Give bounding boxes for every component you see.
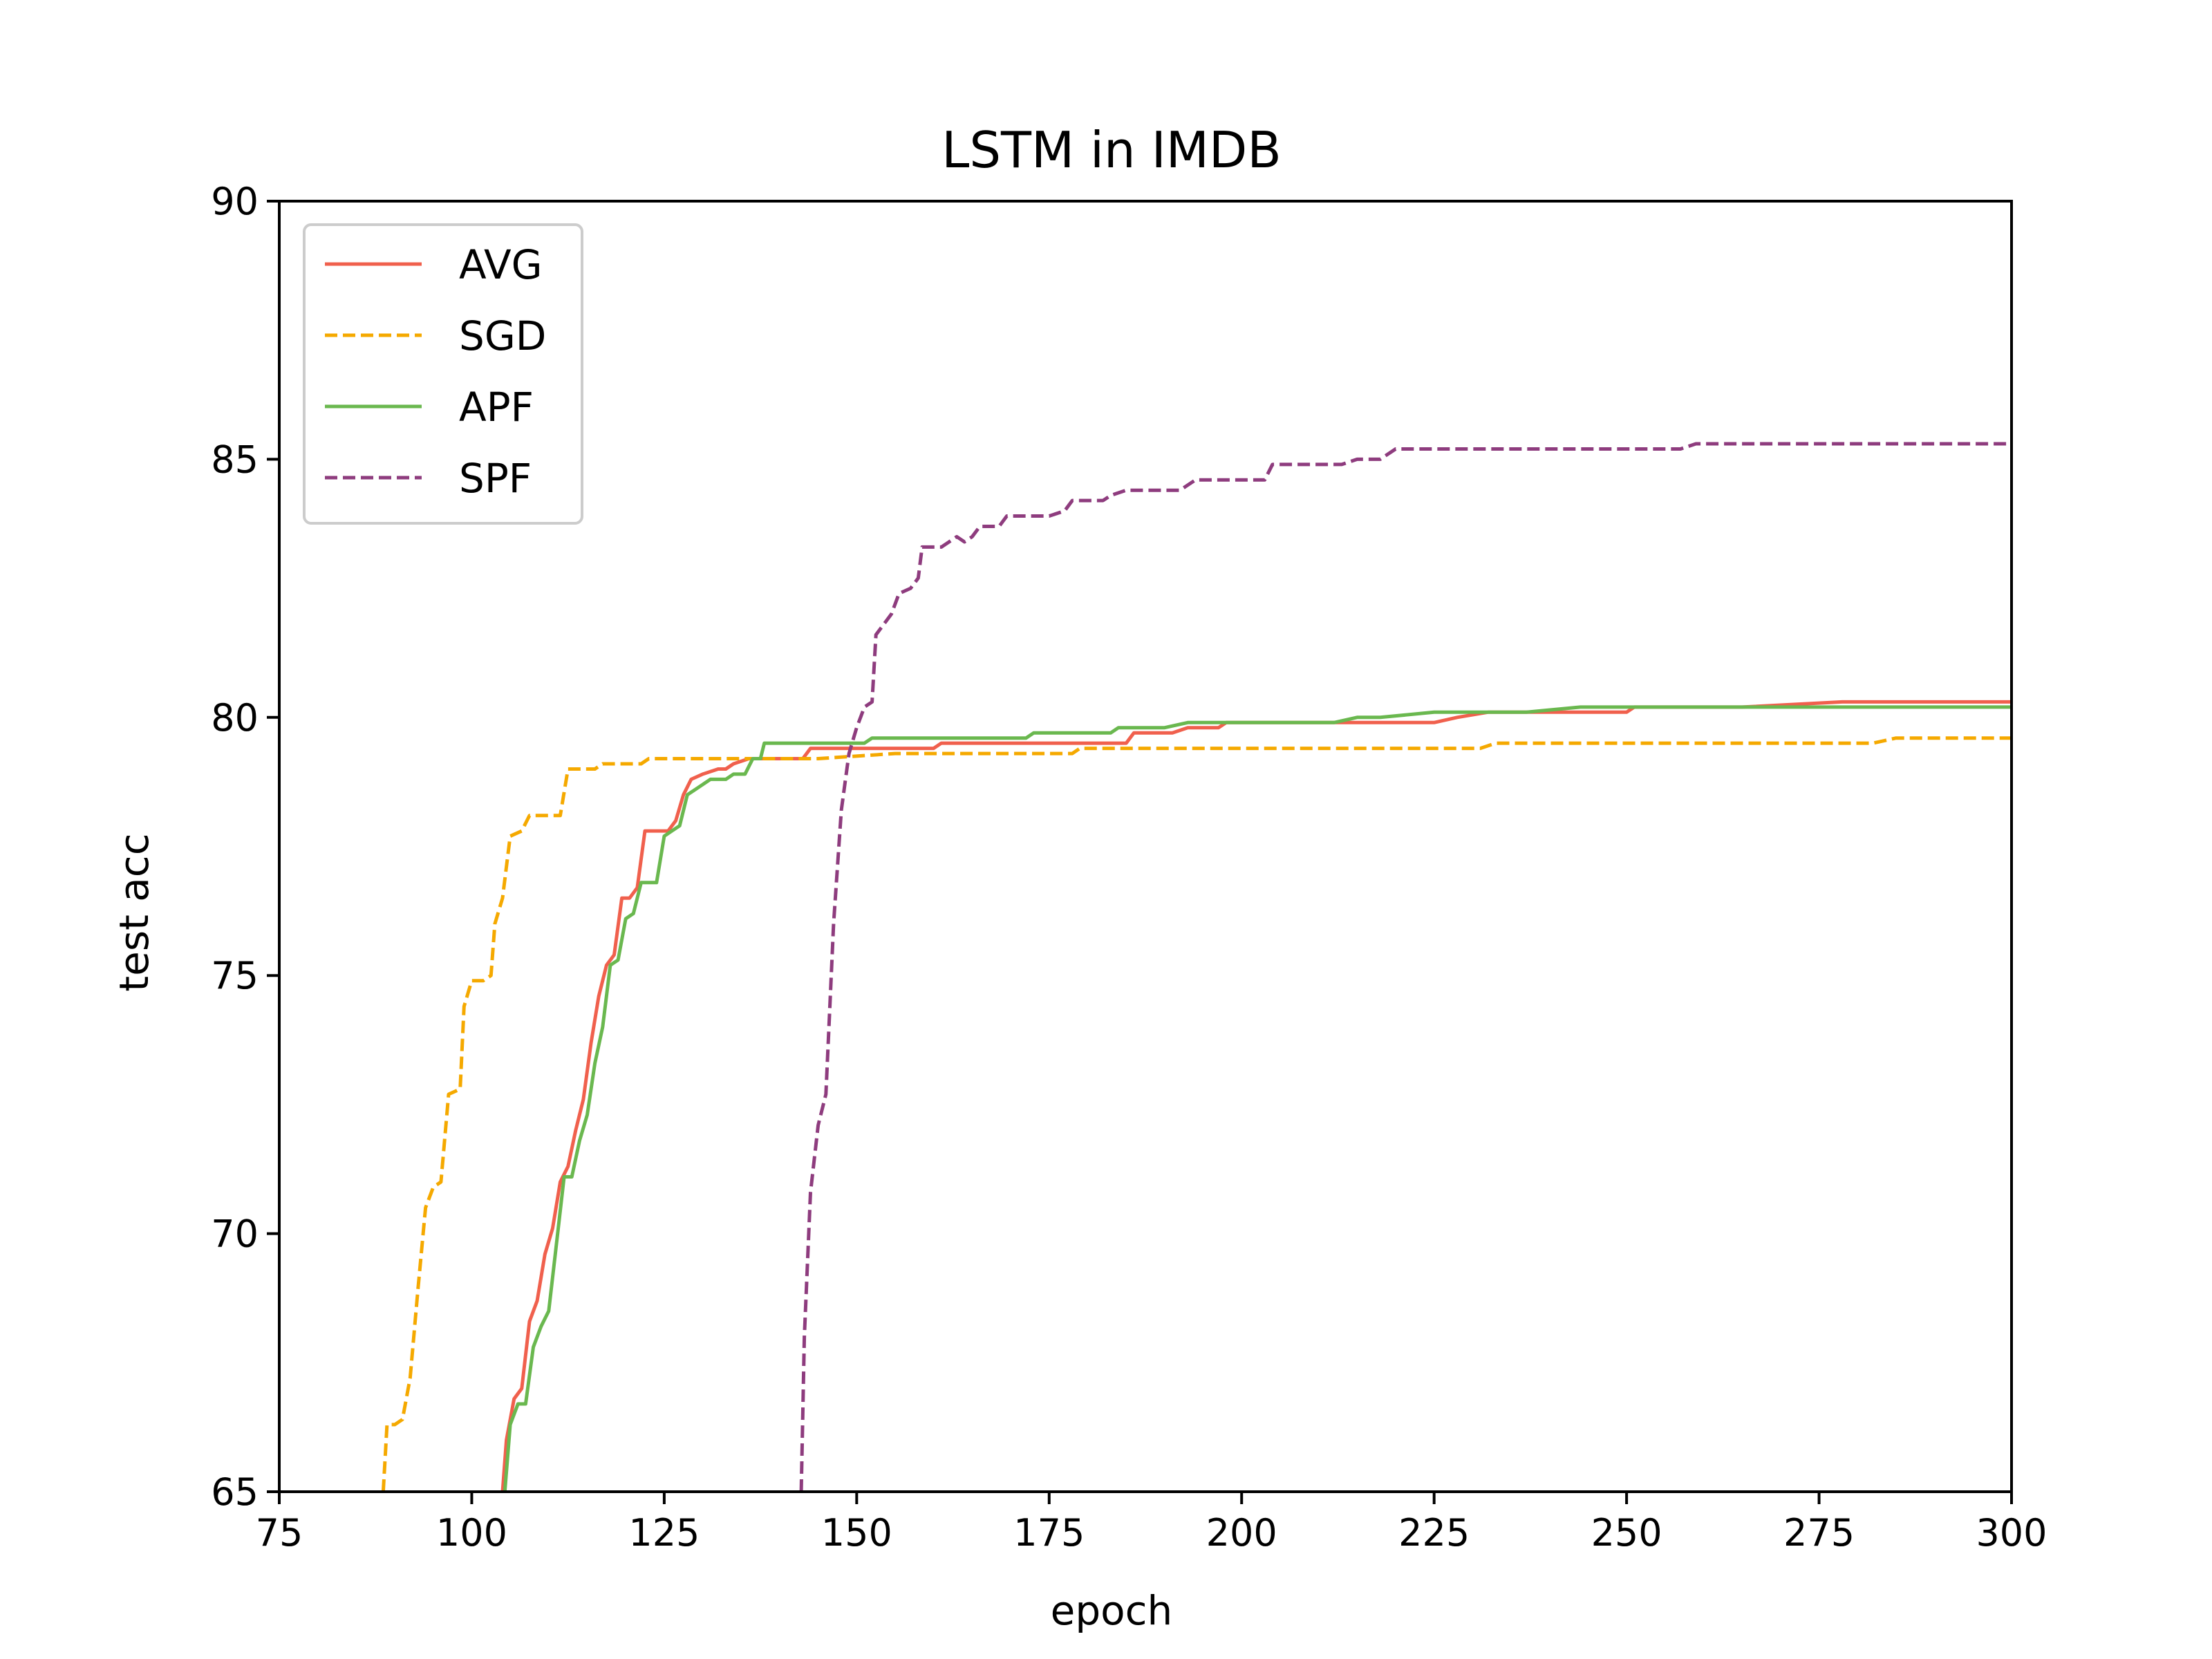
- x-tick-label: 300: [1976, 1511, 2047, 1555]
- series-line-sgd: [381, 736, 2012, 1492]
- x-tick-label: 275: [1783, 1511, 1855, 1555]
- x-tick-label: 100: [436, 1511, 507, 1555]
- y-tick-label: 90: [211, 180, 259, 223]
- y-axis-label: test acc: [111, 833, 158, 991]
- plot-frame: [278, 200, 2013, 1493]
- y-tick-label: 70: [211, 1212, 259, 1256]
- x-tick-label: 225: [1398, 1511, 1470, 1555]
- legend-label-apf: APF: [459, 384, 534, 431]
- legend-label-spf: SPF: [459, 455, 532, 502]
- y-tick-label: 80: [211, 696, 259, 740]
- axes: 75 100 125 150 175 200 225 250 275 300 65 70 75 80 85 9…: [211, 180, 2047, 1555]
- legend: AVG SGD APF SPF: [303, 223, 583, 525]
- legend-box: [303, 223, 583, 525]
- series-layer: [381, 442, 2012, 1492]
- y-tick-label: 85: [211, 438, 259, 481]
- legend-label-sgd: SGD: [459, 312, 546, 359]
- x-tick-label: 75: [256, 1511, 303, 1555]
- y-tick-label: 65: [211, 1470, 259, 1514]
- x-tick-label: 200: [1206, 1511, 1277, 1555]
- x-tick-label: 250: [1591, 1511, 1662, 1555]
- series-line-avg: [500, 700, 2012, 1492]
- x-tick-label: 175: [1013, 1511, 1085, 1555]
- chart-title: LSTM in IMDB: [941, 121, 1282, 179]
- y-tick-label: 75: [211, 954, 259, 997]
- x-tick-label: 125: [628, 1511, 700, 1555]
- x-tick-label: 150: [821, 1511, 892, 1555]
- series-line-spf: [799, 442, 2012, 1492]
- series-line-apf: [503, 705, 2012, 1492]
- legend-label-avg: AVG: [459, 241, 543, 288]
- x-axis-label: epoch: [1051, 1587, 1173, 1634]
